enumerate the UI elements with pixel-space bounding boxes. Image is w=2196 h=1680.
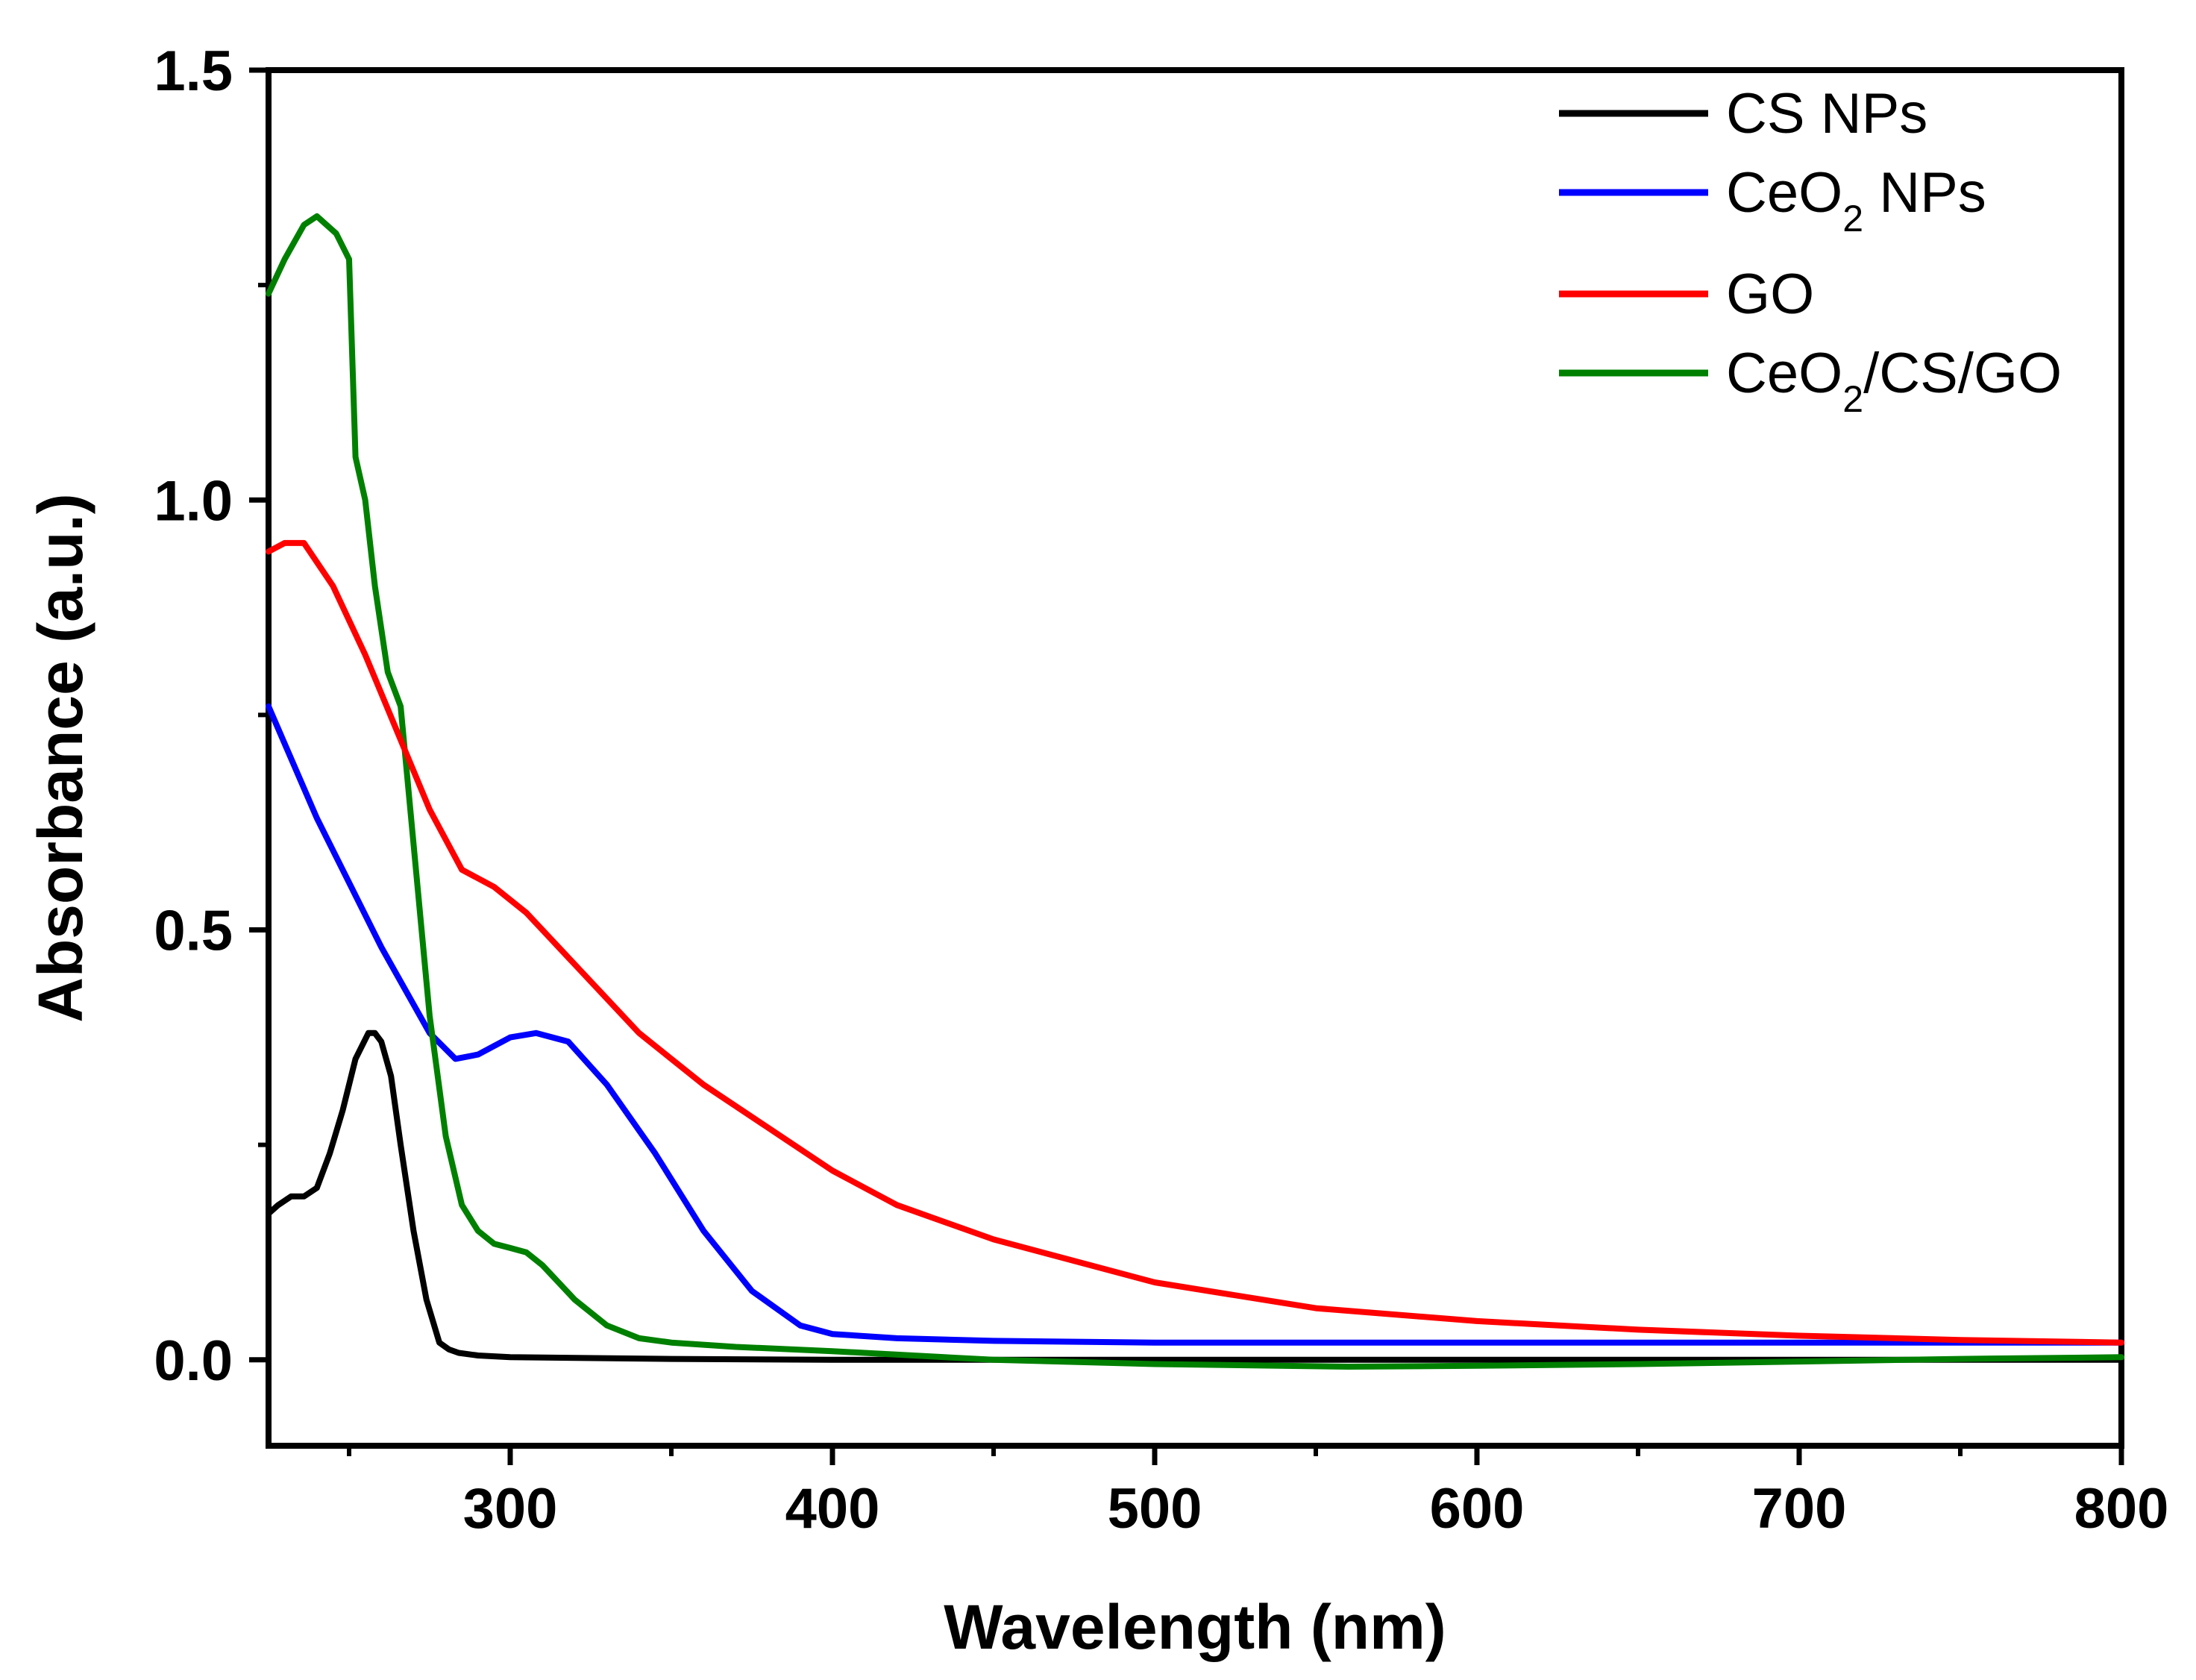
legend-label-2: GO [1726, 263, 1814, 326]
x-tick-label: 800 [2074, 1477, 2169, 1540]
y-tick-label: 0.0 [154, 1329, 233, 1393]
legend: CS NPs CeO2 NPs GO CeO2/CS/GO [1559, 82, 2062, 420]
series-layer [266, 213, 2124, 1370]
plot-frame [266, 67, 2124, 1449]
y-axis-ticks: 0.0 0.5 1.0 1.5 [154, 40, 269, 1393]
x-axis-title: Wavelength (nm) [944, 1592, 1446, 1662]
y-tick-label: 1.0 [154, 469, 233, 533]
x-tick-label: 500 [1108, 1477, 1202, 1540]
x-tick-label: 700 [1752, 1477, 1847, 1540]
series-line-3 [266, 213, 2124, 1370]
series-line-2 [266, 539, 2124, 1346]
legend-label-0: CS NPs [1726, 82, 1927, 145]
legend-label-3: CeO2/CS/GO [1726, 342, 2062, 420]
legend-label-1: CeO2 NPs [1726, 161, 1986, 239]
series-line-1 [266, 703, 2124, 1346]
y-tick-label: 1.5 [154, 40, 233, 103]
x-axis-ticks: 300 400 500 600 700 800 [347, 1446, 2169, 1540]
y-tick-label: 0.5 [154, 900, 233, 963]
y-axis-title: Absorbance (a.u.) [25, 493, 95, 1022]
x-tick-label: 300 [463, 1477, 558, 1540]
series-line-0 [266, 1029, 2124, 1363]
x-tick-label: 600 [1430, 1477, 1525, 1540]
x-tick-label: 400 [785, 1477, 880, 1540]
